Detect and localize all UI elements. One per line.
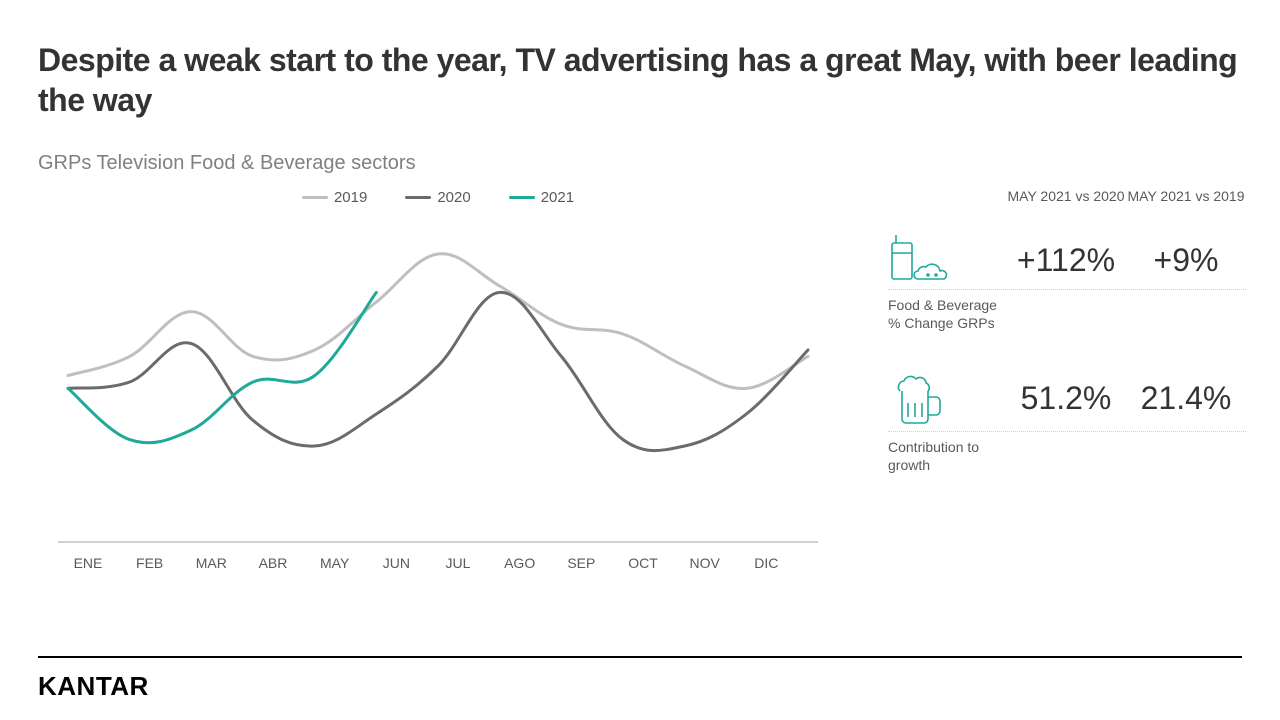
svg-text:FEB: FEB	[136, 555, 163, 571]
beer-icon	[888, 369, 950, 429]
chart-subtitle: GRPs Television Food & Beverage sectors	[38, 152, 1242, 175]
brand-logo: KANTAR	[38, 671, 149, 702]
metric2-label: Contribution to growth	[888, 438, 1006, 474]
col-header-vs2019: MAY 2021 vs 2019	[1126, 187, 1246, 205]
legend-label-2021: 2021	[541, 189, 574, 206]
metric1-vs2020: +112%	[1006, 242, 1126, 279]
legend-swatch-2019	[302, 196, 328, 199]
legend-2020: 2020	[405, 189, 470, 206]
svg-text:MAY: MAY	[320, 555, 350, 571]
metric1-label: Food & Beverage % Change GRPs	[888, 296, 1006, 332]
col-header-vs2020: MAY 2021 vs 2020	[1006, 187, 1126, 205]
metric-row-food-beverage: +112% +9%	[888, 233, 1246, 290]
svg-text:AGO: AGO	[504, 555, 535, 571]
svg-text:OCT: OCT	[628, 555, 658, 571]
legend-swatch-2021	[509, 196, 535, 199]
svg-text:ABR: ABR	[259, 555, 288, 571]
legend-swatch-2020	[405, 196, 431, 199]
legend-label-2020: 2020	[437, 189, 470, 206]
metric2-vs2019: 21.4%	[1126, 380, 1246, 417]
svg-text:NOV: NOV	[689, 555, 720, 571]
chart-area: 2019 2020 2021 ENE FEB MAR ABR MAY JUN JUL AGO S…	[38, 183, 838, 582]
chart-legend: 2019 2020 2021	[38, 183, 838, 212]
page-title: Despite a weak start to the year, TV adv…	[38, 40, 1242, 120]
svg-text:ENE: ENE	[74, 555, 103, 571]
line-chart: ENE FEB MAR ABR MAY JUN JUL AGO SEP OCT NOV DIC	[38, 212, 838, 582]
svg-text:MAR: MAR	[196, 555, 227, 571]
svg-text:JUN: JUN	[383, 555, 410, 571]
svg-text:DIC: DIC	[754, 555, 778, 571]
legend-label-2019: 2019	[334, 189, 367, 206]
food-beverage-icon	[888, 233, 950, 287]
legend-2021: 2021	[509, 189, 574, 206]
legend-2019: 2019	[302, 189, 367, 206]
svg-text:SEP: SEP	[567, 555, 595, 571]
metrics-panel: MAY 2021 vs 2020 MAY 2021 vs 2019	[838, 183, 1246, 582]
footer-divider	[38, 656, 1242, 658]
metric1-vs2019: +9%	[1126, 242, 1246, 279]
metric2-vs2020: 51.2%	[1006, 380, 1126, 417]
metric-row-beer: 51.2% 21.4%	[888, 369, 1246, 432]
svg-text:JUL: JUL	[446, 555, 471, 571]
